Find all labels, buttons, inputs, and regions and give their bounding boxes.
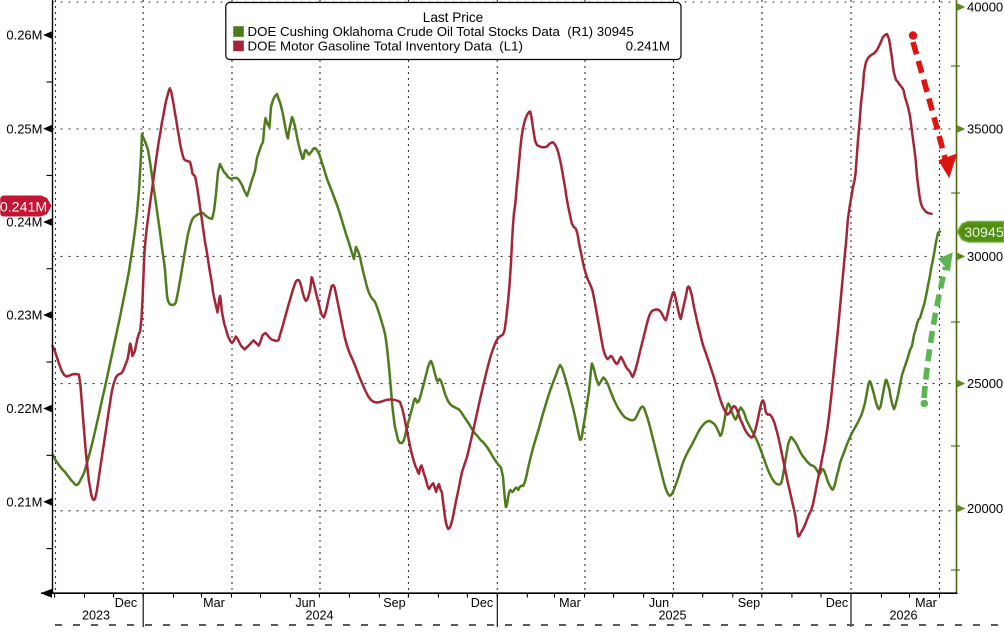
svg-text:2026: 2026 [889,609,917,623]
svg-text:0.241M: 0.241M [0,199,47,215]
svg-text:0.23M: 0.23M [6,308,42,323]
svg-text:30000: 30000 [967,249,1003,264]
svg-text:DOE Cushing Oklahoma Crude Oil: DOE Cushing Oklahoma Crude Oil Total Sto… [248,24,634,39]
svg-text:Sep: Sep [738,596,760,610]
svg-text:Jun: Jun [295,596,315,610]
svg-text:Dec: Dec [471,596,493,610]
svg-text:35000: 35000 [967,122,1003,137]
svg-text:Mar: Mar [559,596,581,610]
svg-text:0.21M: 0.21M [6,495,42,510]
svg-text:0.26M: 0.26M [6,28,42,43]
svg-text:0.22M: 0.22M [6,401,42,416]
svg-text:DOE Motor Gasoline Total Inven: DOE Motor Gasoline Total Inventory Data … [248,38,523,53]
svg-text:Dec: Dec [115,596,137,610]
svg-text:Last Price: Last Price [423,10,483,25]
svg-text:0.241M: 0.241M [626,38,670,53]
svg-text:40000: 40000 [967,0,1003,15]
svg-text:0.24M: 0.24M [6,215,42,230]
svg-text:Mar: Mar [915,596,937,610]
svg-text:20000: 20000 [967,501,1003,516]
svg-text:30945: 30945 [964,225,1004,241]
svg-text:2025: 2025 [658,609,686,623]
svg-text:Dec: Dec [826,596,848,610]
svg-text:2023: 2023 [82,609,110,623]
svg-text:2024: 2024 [305,609,333,623]
svg-text:Mar: Mar [203,596,225,610]
svg-text:Sep: Sep [383,596,405,610]
svg-text:25000: 25000 [967,376,1003,391]
svg-text:0.25M: 0.25M [6,121,42,136]
svg-text:Jun: Jun [649,596,669,610]
